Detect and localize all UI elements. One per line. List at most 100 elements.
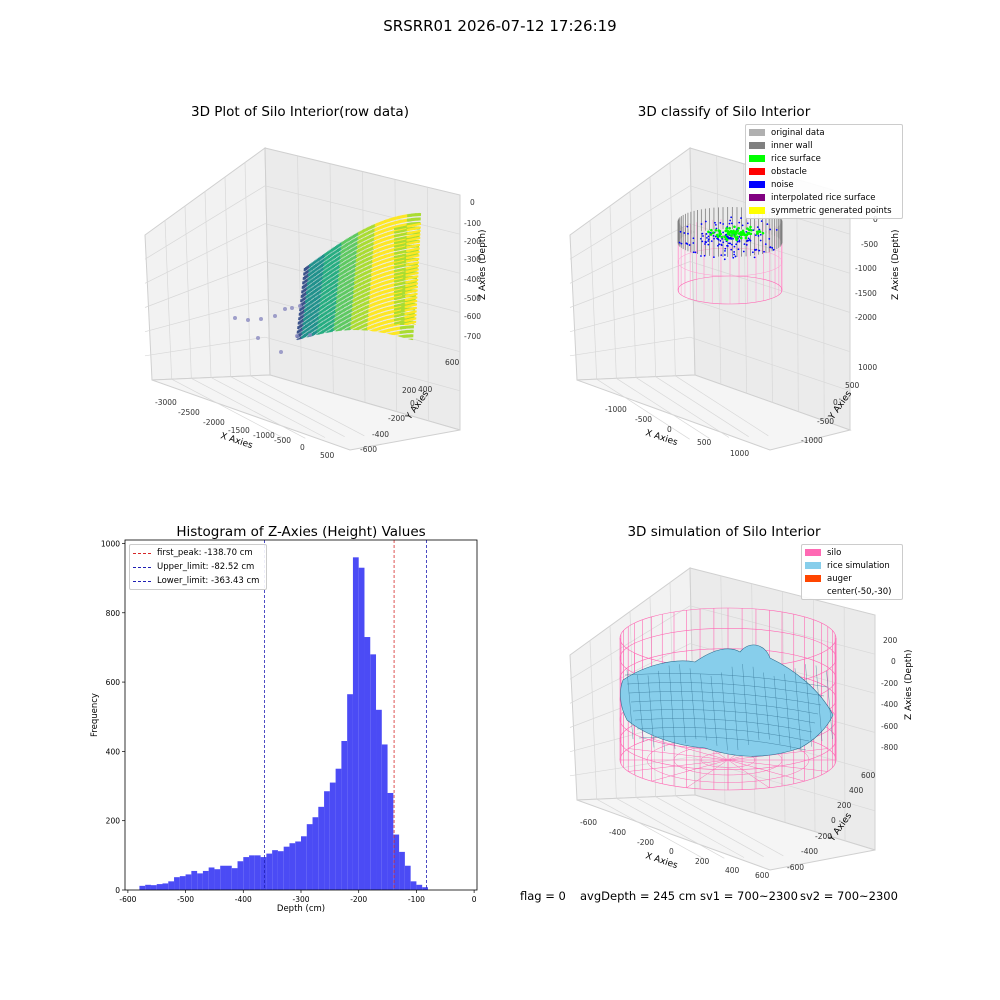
histogram-bar (283, 846, 290, 890)
legend-entry: silo (805, 546, 899, 559)
raw-ztick: -500 (464, 294, 481, 303)
raw-xtick: -1000 (253, 431, 275, 440)
histogram-bar (352, 557, 359, 890)
legend-entry: original data (749, 126, 899, 139)
histogram-bar (393, 834, 400, 890)
histogram-bar (168, 881, 175, 890)
legend-label: original data (771, 127, 825, 138)
histogram-bar (237, 861, 244, 890)
raw-3d-plot: -3000 -2500 -2000 -1500 -1000 -500 0 500… (144, 147, 488, 460)
legend-swatch (749, 129, 765, 136)
raw-ytick: 400 (418, 385, 433, 394)
simulation-legend: silo rice simulation auger center(-50,-30) (801, 544, 903, 600)
raw-xtick: -2000 (203, 418, 225, 427)
histogram-bar (370, 654, 377, 890)
flag-text: flag = 0 (520, 889, 566, 903)
classify-ztick: -500 (861, 240, 878, 249)
histogram-bar (404, 865, 411, 890)
histogram-ytick-label: 600 (106, 678, 121, 687)
sim-ztick: -200 (881, 679, 898, 688)
classify-zlabel: Z Axies (Depth) (891, 229, 901, 300)
legend-label: silo (827, 547, 842, 558)
simulation-3d-plot: -600 -400 -200 0 200 400 600 600 400 200… (569, 567, 914, 880)
histogram-xticks: -600 -500 -400 -300 -200 -100 0 (119, 890, 477, 904)
raw-ztick: -400 (464, 275, 481, 284)
raw-xtick: -500 (274, 436, 291, 445)
histogram-bar (272, 850, 278, 890)
raw-ytick: -400 (372, 430, 389, 439)
legend-label: center(-50,-30) (827, 586, 892, 597)
sim-ytick: 0 (831, 816, 836, 825)
classify-xtick: -1000 (605, 405, 627, 414)
histogram-bar (191, 870, 198, 890)
histogram-xtick-label: -100 (408, 895, 425, 904)
histogram-bar (347, 694, 353, 890)
classify-ytick: -500 (817, 417, 834, 426)
legend-entry: center(-50,-30) (805, 585, 899, 598)
histogram-bar (249, 855, 255, 890)
legend-entry: noise (749, 178, 899, 191)
raw-ztick: -700 (464, 332, 481, 341)
histogram-bar (156, 884, 163, 890)
sim-ztick: 0 (891, 657, 896, 666)
histogram-xtick-label: -200 (350, 895, 367, 904)
sim-ytick: -600 (787, 863, 804, 872)
legend-label: obstacle (771, 166, 807, 177)
histogram-bar (208, 867, 215, 890)
legend-label: first_peak: -138.70 cm (157, 548, 253, 558)
sim-xtick: 0 (669, 847, 674, 856)
legend-entry: rice surface (749, 152, 899, 165)
legend-entry: symmetric generated points (749, 204, 899, 217)
histogram-yticks: 0 200 400 600 800 1000 (101, 539, 125, 895)
legend-label: rice simulation (827, 560, 890, 571)
histogram-bar (220, 865, 226, 890)
classify-xlabel: X Axies (644, 428, 679, 448)
classify-xtick: 0 (667, 425, 672, 434)
histogram-bar (376, 709, 382, 890)
legend-entry: first_peak: -138.70 cm (133, 546, 263, 560)
legend-entry: Upper_limit: -82.52 cm (133, 560, 263, 574)
histogram-bar (231, 868, 238, 890)
histogram-bar (277, 851, 284, 890)
legend-dash (133, 552, 151, 554)
legend-entry: rice simulation (805, 559, 899, 572)
histogram-bar (162, 883, 169, 890)
histogram-bar (150, 885, 157, 890)
histogram-bar (399, 851, 405, 890)
legend-swatch (805, 588, 821, 595)
sim-xtick: -600 (580, 818, 597, 827)
sv2-text: sv2 = 700~2300 (800, 889, 898, 903)
histogram-legend: first_peak: -138.70 cm Upper_limit: -82.5… (129, 544, 267, 590)
sim-xtick: 200 (695, 857, 710, 866)
raw-plot-title: 3D Plot of Silo Interior(row data) (191, 104, 409, 120)
legend-swatch (749, 194, 765, 201)
legend-entry: interpolated rice surface (749, 191, 899, 204)
legend-entry: obstacle (749, 165, 899, 178)
sim-ytick: -200 (815, 832, 832, 841)
histogram-ytick-label: 1000 (101, 539, 120, 548)
sim-ztick: 200 (883, 636, 898, 645)
histogram-bar (225, 865, 232, 890)
raw-xtick: 500 (320, 451, 335, 460)
classify-legend: original data inner wall rice surface obsta… (745, 124, 903, 219)
classify-ztick: -1000 (855, 264, 877, 273)
legend-label: rice surface (771, 153, 821, 164)
classify-plot-title: 3D classify of Silo Interior (637, 104, 811, 120)
legend-label: interpolated rice surface (771, 192, 876, 203)
raw-xtick: -3000 (155, 398, 177, 407)
raw-ytick: 600 (445, 358, 460, 367)
classify-ytick: 0 (833, 398, 838, 407)
histogram-bar (410, 881, 417, 890)
simulation-xlabel: X Axies (644, 851, 679, 871)
histogram-xlabel: Depth (cm) (277, 904, 325, 914)
histogram-xtick-label: 0 (472, 895, 477, 904)
raw-ytick: 0 (410, 399, 415, 408)
histogram-title: Histogram of Z-Axies (Height) Values (176, 524, 426, 540)
histogram-bar (214, 869, 221, 890)
histogram-bar (139, 885, 146, 890)
raw-zlabel: Z Axies (Depth) (478, 229, 488, 300)
classify-ztick: -2000 (855, 313, 877, 322)
sim-ztick: -800 (881, 743, 898, 752)
histogram-bar (266, 853, 273, 890)
histogram-bar (381, 744, 388, 890)
